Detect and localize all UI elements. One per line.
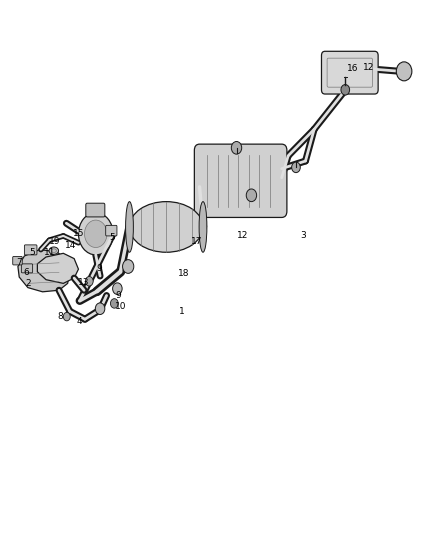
Text: 9: 9 bbox=[96, 264, 102, 272]
Circle shape bbox=[85, 277, 93, 286]
Text: 10: 10 bbox=[115, 302, 126, 311]
Text: 18: 18 bbox=[178, 269, 189, 278]
Circle shape bbox=[231, 141, 242, 154]
Text: 5: 5 bbox=[29, 248, 35, 257]
Text: 12: 12 bbox=[363, 62, 374, 71]
Text: 12: 12 bbox=[237, 231, 248, 240]
Circle shape bbox=[110, 298, 118, 308]
Circle shape bbox=[341, 85, 350, 95]
Circle shape bbox=[396, 62, 412, 81]
Text: 15: 15 bbox=[73, 229, 84, 238]
Circle shape bbox=[78, 213, 113, 255]
Circle shape bbox=[123, 260, 134, 273]
Text: 9: 9 bbox=[116, 291, 122, 300]
Ellipse shape bbox=[199, 201, 207, 252]
FancyBboxPatch shape bbox=[194, 144, 287, 217]
Circle shape bbox=[85, 220, 107, 247]
Circle shape bbox=[64, 312, 70, 321]
Text: 6: 6 bbox=[24, 268, 29, 277]
Text: 7: 7 bbox=[16, 258, 22, 267]
Text: 5: 5 bbox=[109, 233, 115, 242]
Text: 1: 1 bbox=[180, 307, 185, 316]
Polygon shape bbox=[37, 253, 78, 284]
FancyBboxPatch shape bbox=[25, 245, 37, 255]
Text: 14: 14 bbox=[65, 241, 77, 250]
Text: 16: 16 bbox=[347, 63, 359, 72]
FancyBboxPatch shape bbox=[86, 203, 105, 217]
FancyBboxPatch shape bbox=[106, 225, 117, 236]
Ellipse shape bbox=[126, 201, 134, 252]
Text: 19: 19 bbox=[49, 237, 60, 246]
Text: 11: 11 bbox=[44, 248, 55, 257]
Text: 4: 4 bbox=[77, 317, 83, 326]
Text: 3: 3 bbox=[300, 231, 306, 240]
Text: 8: 8 bbox=[57, 312, 63, 321]
FancyBboxPatch shape bbox=[21, 264, 32, 273]
Circle shape bbox=[113, 283, 122, 294]
Ellipse shape bbox=[130, 201, 203, 252]
FancyBboxPatch shape bbox=[13, 256, 22, 265]
FancyBboxPatch shape bbox=[321, 51, 378, 94]
Text: 13: 13 bbox=[78, 278, 90, 287]
Ellipse shape bbox=[49, 247, 59, 254]
Text: 17: 17 bbox=[191, 237, 202, 246]
Circle shape bbox=[292, 162, 300, 173]
Polygon shape bbox=[18, 249, 70, 292]
Text: 2: 2 bbox=[25, 279, 31, 288]
Circle shape bbox=[95, 303, 105, 314]
Circle shape bbox=[246, 189, 257, 201]
